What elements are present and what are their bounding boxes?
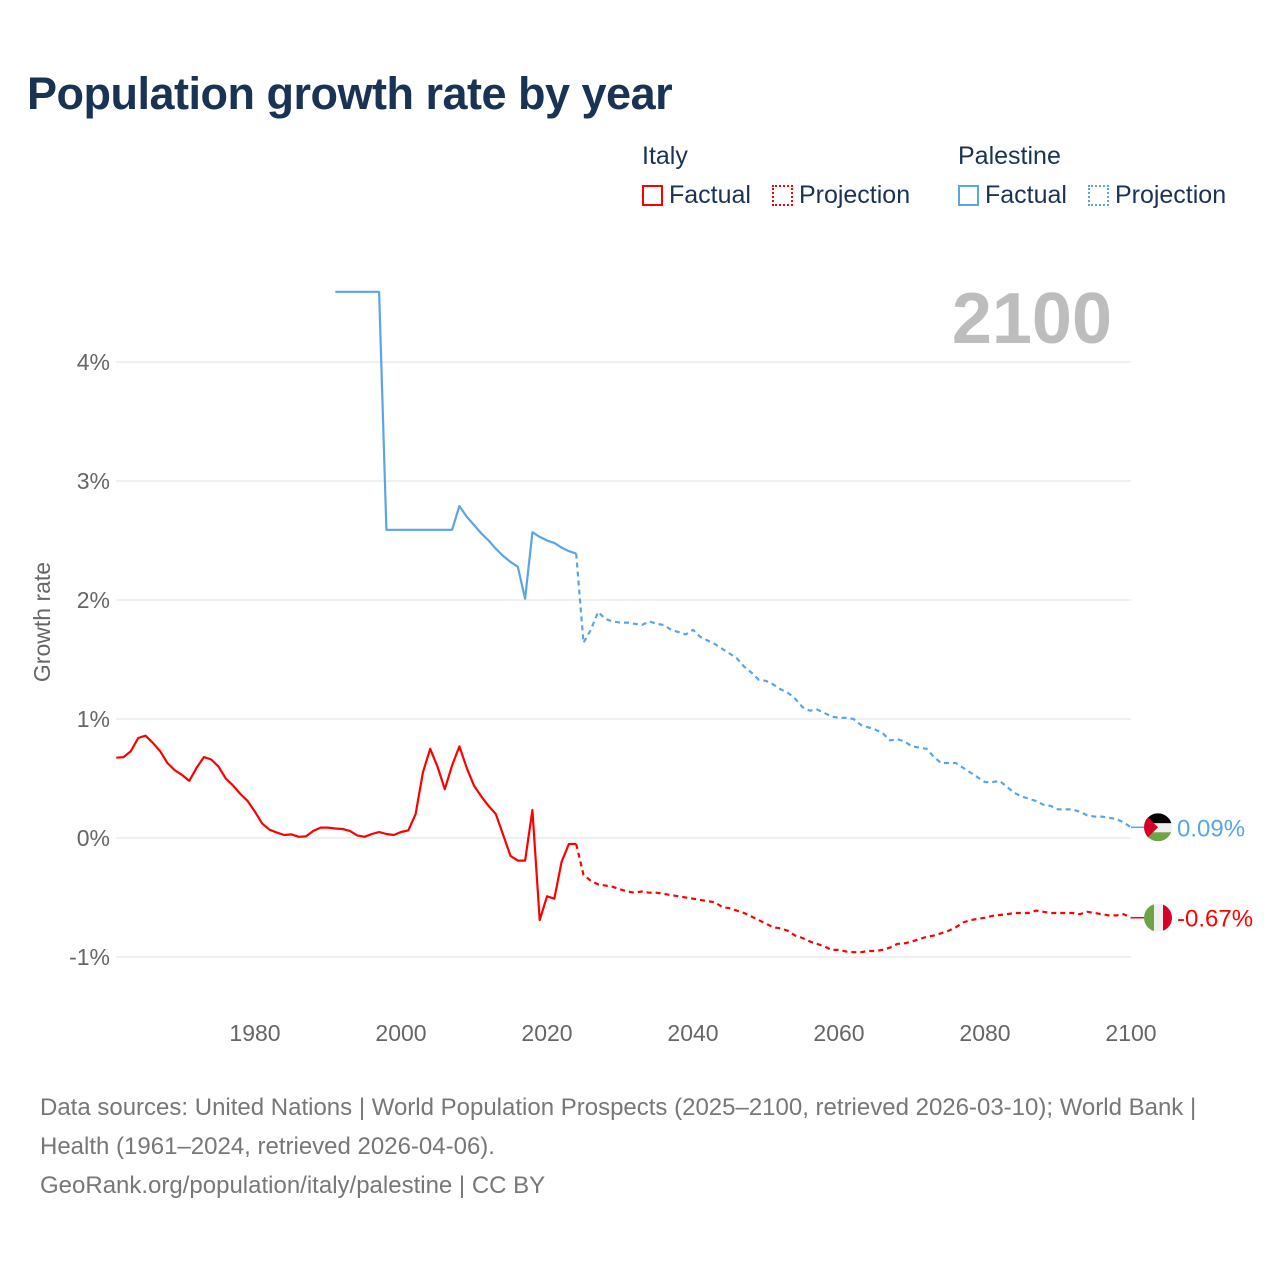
legend-label: Projection <box>798 181 911 209</box>
legend-item-palestine-projection[interactable]: Projection <box>1087 181 1227 210</box>
end-value-label: -0.67% <box>1177 906 1253 933</box>
legend-country-name: Palestine <box>958 142 1061 170</box>
solid-swatch-icon <box>958 185 979 206</box>
y-tick-label: -1% <box>69 944 110 970</box>
y-tick-label: 4% <box>77 349 110 375</box>
legend-item-palestine-factual[interactable]: Factual <box>958 181 1067 210</box>
legend-item-italy-projection[interactable]: Projection <box>771 181 911 210</box>
x-tick-label: 2060 <box>813 1020 864 1046</box>
legend-label: Factual <box>985 181 1067 209</box>
dotted-swatch-icon <box>771 185 793 206</box>
chart-title: Population growth rate by year <box>27 68 673 119</box>
y-tick-label: 2% <box>77 587 110 613</box>
y-tick-label: 3% <box>77 468 110 494</box>
data-sources: Data sources: United Nations | World Pop… <box>40 1094 1197 1160</box>
dotted-swatch-icon <box>1087 185 1109 206</box>
legend-group-palestine: Palestine Factual Projection <box>958 142 1240 213</box>
legend-country-name: Italy <box>642 142 688 170</box>
y-tick-label: 1% <box>77 706 110 732</box>
end-value-label: 0.09% <box>1177 815 1245 842</box>
x-tick-label: 2000 <box>375 1020 426 1046</box>
x-tick-label: 2020 <box>521 1020 572 1046</box>
italy-flag-icon <box>1144 903 1172 932</box>
x-tick-label: 2040 <box>667 1020 718 1046</box>
x-tick-label: 2100 <box>1105 1020 1156 1046</box>
legend-label: Projection <box>1114 181 1227 209</box>
footer: Data sources: United Nations | World Pop… <box>40 1088 1240 1205</box>
legend-item-italy-factual[interactable]: Factual <box>642 181 751 210</box>
solid-swatch-icon <box>642 185 663 206</box>
year-watermark: 2100 <box>952 279 1112 359</box>
series-line-italy-factual <box>116 734 577 922</box>
y-axis-label: Growth rate <box>29 562 55 682</box>
series-line-italy-projection <box>575 843 1132 954</box>
palestine-flag-icon <box>1144 813 1172 842</box>
y-tick-label: 0% <box>77 825 110 851</box>
x-tick-label: 1980 <box>229 1020 280 1046</box>
legend-label: Factual <box>669 181 751 209</box>
series-line-palestine-projection <box>575 553 1132 829</box>
legend-group-italy: Italy Factual Projection <box>642 142 924 213</box>
series-line-palestine-factual <box>335 290 577 600</box>
credit-link[interactable]: GeoRank.org/population/italy/palestine |… <box>40 1172 546 1199</box>
x-tick-label: 2080 <box>959 1020 1010 1046</box>
